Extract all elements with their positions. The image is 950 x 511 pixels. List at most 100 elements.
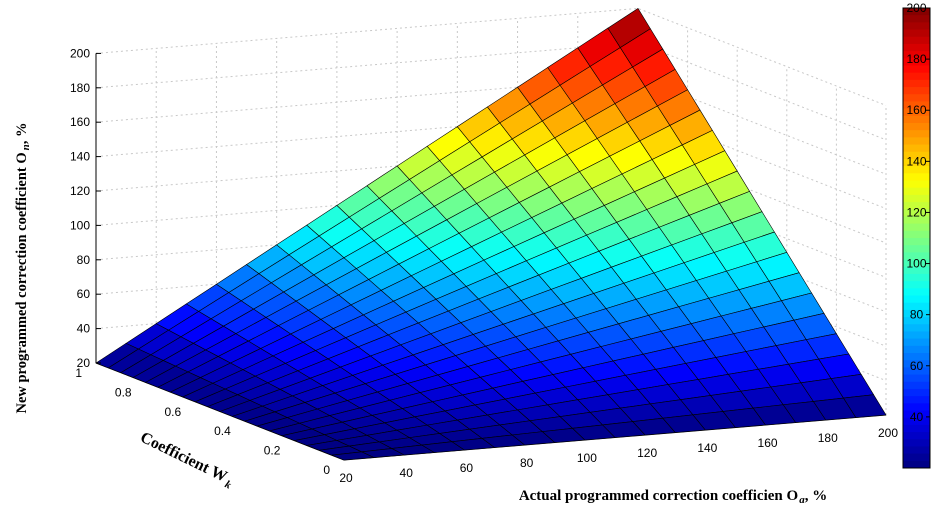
colorbar-segment	[903, 43, 930, 52]
y-tick-label: 0.8	[115, 385, 132, 399]
colorbar-segment	[903, 309, 930, 318]
colorbar-segment	[903, 187, 930, 196]
y-tick-label: 1	[75, 366, 82, 380]
colorbar-segment	[903, 238, 930, 246]
z-tick-label: 180	[70, 81, 90, 95]
colorbar-tick-label: 40	[910, 410, 924, 424]
y-tick-label: 0.2	[264, 444, 281, 458]
colorbar-segment	[903, 166, 930, 174]
colorbar-segment	[903, 8, 930, 16]
colorbar-segment	[903, 331, 930, 340]
x-tick-label: 20	[339, 471, 353, 485]
x-axis-title-unit: , %	[805, 488, 828, 504]
colorbar-segment	[903, 281, 930, 289]
colorbar-segment	[903, 324, 930, 332]
colorbar-segment	[903, 388, 930, 397]
x-tick-label: 60	[460, 461, 474, 475]
colorbar-segment	[903, 252, 930, 261]
colorbar-segment	[903, 230, 930, 239]
y-tick-label: 0	[323, 463, 330, 477]
colorbar-segment	[903, 302, 930, 311]
colorbar-segment	[903, 87, 930, 95]
colorbar-segment	[903, 158, 930, 167]
z-tick-label: 60	[77, 287, 91, 301]
colorbar-segment	[903, 345, 930, 354]
colorbar-segment	[903, 273, 930, 282]
colorbar-segment	[903, 180, 930, 189]
colorbar: 40 60 80 100 120 140 160 180 200	[902, 1, 931, 469]
colorbar-segment	[903, 194, 930, 203]
y-tick-label: 0.4	[214, 424, 231, 438]
colorbar-segment	[903, 338, 930, 347]
colorbar-segment	[903, 460, 930, 469]
colorbar-segment	[903, 223, 930, 232]
colorbar-segment	[903, 108, 930, 117]
colorbar-segment	[903, 259, 930, 268]
x-tick-label: 200	[878, 426, 898, 440]
colorbar-segment	[903, 123, 930, 131]
z-tick-label: 160	[70, 115, 90, 129]
x-tick-label: 40	[400, 466, 414, 480]
colorbar-segment	[903, 209, 930, 217]
colorbar-segment	[903, 439, 930, 447]
colorbar-segment	[903, 51, 930, 59]
colorbar-tick-label: 100	[906, 257, 926, 271]
colorbar-segment	[903, 202, 930, 210]
colorbar-segment	[903, 353, 930, 361]
colorbar-tick-label: 180	[906, 52, 926, 66]
colorbar-segment	[903, 453, 930, 462]
colorbar-segment	[903, 381, 930, 390]
x-axis-title-sub: a	[799, 494, 805, 506]
colorbar-segment	[903, 216, 930, 225]
x-tick-label: 100	[577, 451, 597, 465]
colorbar-segment	[903, 29, 930, 38]
y-axis-title: Coefficient Wk	[136, 429, 237, 492]
colorbar-segment	[903, 94, 930, 102]
colorbar-segment	[903, 101, 930, 110]
colorbar-segment	[903, 245, 930, 253]
x-tick-label: 160	[758, 436, 778, 450]
colorbar-segment	[903, 15, 930, 23]
z-axis-title-sub: n	[20, 144, 32, 150]
z-tick-label: 40	[77, 322, 91, 336]
colorbar-segment	[903, 65, 930, 74]
colorbar-segment	[903, 367, 930, 376]
x-tick-label: 140	[697, 441, 717, 455]
colorbar-tick-label: 200	[906, 1, 926, 15]
colorbar-segment	[903, 288, 930, 296]
colorbar-segment	[903, 317, 930, 325]
z-axis-title: New programmed correction coefficient On…	[14, 122, 32, 413]
colorbar-segment	[903, 144, 930, 153]
z-tick-label: 80	[77, 253, 91, 267]
colorbar-segment	[903, 403, 930, 411]
surface-patch	[842, 394, 887, 418]
colorbar-segment	[903, 424, 930, 433]
colorbar-segment	[903, 266, 930, 275]
z-tick-label: 140	[70, 150, 90, 164]
colorbar-segment	[903, 410, 930, 419]
colorbar-tick-label: 120	[906, 205, 926, 219]
colorbar-tick-label: 80	[910, 308, 924, 322]
colorbar-tick-label: 60	[910, 359, 924, 373]
colorbar-segment	[903, 130, 930, 138]
z-tick-label: 120	[70, 184, 90, 198]
z-tick-label: 200	[70, 46, 90, 60]
gridline-z	[95, 7, 887, 106]
y-axis-title-sub: k	[223, 478, 234, 491]
colorbar-segment	[903, 360, 930, 368]
colorbar-segment	[903, 432, 930, 440]
surface	[95, 7, 887, 461]
colorbar-segment	[903, 58, 930, 66]
colorbar-segment	[903, 151, 930, 160]
colorbar-segment	[903, 36, 930, 45]
colorbar-segment	[903, 396, 930, 404]
colorbar-frame	[902, 7, 931, 469]
colorbar-segment	[903, 72, 930, 81]
colorbar-segment	[903, 22, 930, 31]
z-tick-label: 20	[77, 356, 91, 370]
x-axis-title: Actual programmed correction coefficien …	[519, 488, 827, 506]
x-tick-label: 120	[637, 446, 657, 460]
z-tick-label: 100	[70, 218, 90, 232]
